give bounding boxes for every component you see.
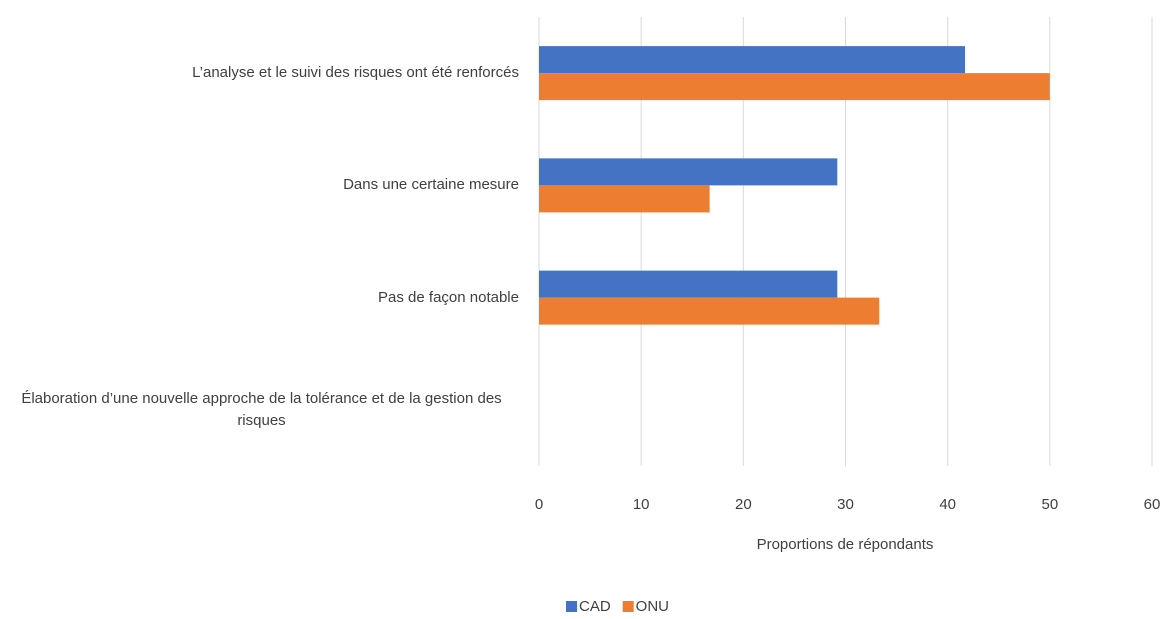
x-tick-label: 20 bbox=[735, 496, 752, 513]
legend-swatch bbox=[566, 601, 577, 612]
bar bbox=[539, 270, 838, 298]
bar bbox=[539, 297, 880, 325]
bar bbox=[539, 185, 710, 213]
legend-label: CAD bbox=[579, 598, 611, 615]
category-text: Dans une certaine mesure bbox=[343, 176, 519, 194]
x-tick-label: 0 bbox=[535, 496, 543, 513]
x-tick-label: 40 bbox=[939, 496, 956, 513]
category-label: Pas de façon notable bbox=[4, 287, 519, 309]
legend-swatch bbox=[622, 601, 634, 612]
x-tick-label: 50 bbox=[1041, 496, 1058, 513]
bar bbox=[539, 73, 1050, 101]
category-text: Pas de façon notable bbox=[378, 288, 519, 306]
x-axis-title: Proportions de répondants bbox=[757, 536, 934, 553]
category-label: Dans une certaine mesure bbox=[4, 174, 519, 196]
legend-label: ONU bbox=[636, 598, 669, 615]
x-tick-label: 10 bbox=[633, 496, 650, 513]
category-text: L’analyse et le suivi des risques ont ét… bbox=[192, 64, 519, 82]
bar bbox=[539, 158, 838, 186]
x-tick-label: 60 bbox=[1144, 496, 1161, 513]
category-label: Élaboration d’une nouvelle approche de l… bbox=[4, 388, 519, 432]
x-tick-label: 30 bbox=[837, 496, 854, 513]
category-text: Élaboration d’une nouvelle approche de l… bbox=[21, 389, 502, 429]
category-label: L’analyse et le suivi des risques ont ét… bbox=[4, 62, 519, 84]
bar bbox=[539, 46, 966, 74]
